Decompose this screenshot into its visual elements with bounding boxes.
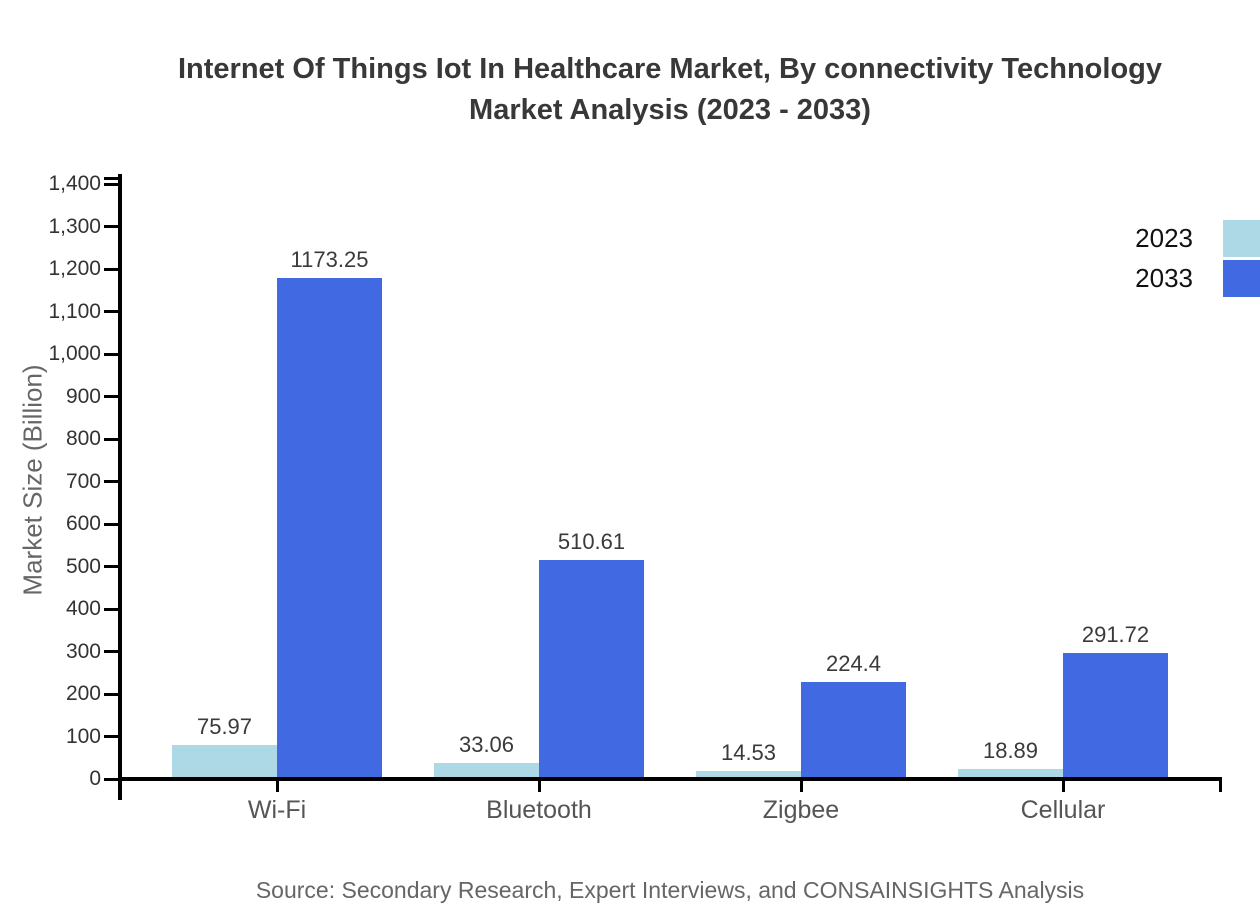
- y-tick-label: 100: [65, 724, 101, 748]
- bar-2033-cellular: [1063, 653, 1168, 777]
- y-tick-mark: [104, 310, 118, 313]
- category-label-cellular: Cellular: [1020, 796, 1106, 824]
- y-tick-mark: [104, 735, 118, 738]
- y-tick-mark: [104, 225, 118, 228]
- y-tick-mark: [104, 480, 118, 483]
- y-tick-mark: [104, 352, 118, 356]
- value-label-2033-bluetooth: 510.61: [557, 528, 626, 554]
- y-tick-mark: [104, 692, 118, 696]
- legend-item-2023: 2023: [1135, 220, 1260, 257]
- chart-title-line1: Internet Of Things Iot In Healthcare Mar…: [177, 53, 1163, 85]
- y-tick-label: 500: [65, 554, 101, 578]
- value-label-2033-zigbee: 224.4: [825, 650, 882, 676]
- value-label-2033-cellular: 291.72: [1081, 622, 1150, 648]
- legend-swatch-2023: [1223, 220, 1260, 257]
- y-tick-mark: [104, 267, 118, 271]
- value-label-2023-cellular: 18.89: [982, 737, 1039, 763]
- y-tick-label: 800: [65, 427, 101, 450]
- y-tick-label: 600: [65, 512, 101, 535]
- x-tick-mark-bluetooth: [537, 781, 541, 792]
- value-label-2023-zigbee: 14.53: [720, 739, 777, 765]
- y-tick-label: 1,300: [48, 214, 101, 238]
- x-axis-spine: [118, 777, 1222, 781]
- bar-2023-wi-fi: [172, 744, 277, 777]
- category-label-bluetooth: Bluetooth: [486, 796, 592, 824]
- source-note: Source: Secondary Research, Expert Inter…: [255, 877, 1085, 903]
- chart-title: Internet Of Things Iot In Healthcare Mar…: [80, 49, 1260, 131]
- legend: 2023 2033: [1135, 220, 1260, 300]
- bar-2023-bluetooth: [434, 762, 539, 777]
- y-tick-label: 200: [65, 682, 101, 705]
- bar-2033-wi-fi: [277, 278, 382, 777]
- y-tick-label: 300: [65, 639, 101, 663]
- bar-2023-zigbee: [696, 770, 801, 777]
- legend-label-2033: 2033: [1135, 263, 1193, 293]
- legend-item-2033: 2033: [1135, 260, 1260, 297]
- y-tick-label: 1,000: [48, 342, 101, 365]
- y-tick-mark: [104, 607, 118, 611]
- legend-label-2023: 2023: [1135, 223, 1193, 253]
- y-tick-label: 0: [89, 767, 101, 790]
- bar-2033-bluetooth: [539, 559, 644, 777]
- legend-swatch-2033: [1223, 260, 1260, 297]
- bar-2023-cellular: [958, 768, 1063, 777]
- y-tick-label: 1,400: [48, 172, 101, 195]
- y-tick-label: 1,100: [48, 299, 101, 323]
- bar-2033-zigbee: [801, 681, 906, 777]
- x-tick-mark-cellular: [1061, 781, 1065, 792]
- y-tick-mark: [104, 777, 118, 781]
- y-tick-mark: [104, 565, 118, 568]
- y-tick-mark: [104, 437, 118, 441]
- y-tick-mark: [104, 522, 118, 526]
- value-label-2023-bluetooth: 33.06: [458, 731, 515, 757]
- category-label-wi-fi: Wi-Fi: [247, 796, 307, 824]
- y-tick-label: 700: [65, 469, 101, 493]
- y-axis-top-cap: [104, 177, 122, 180]
- y-axis-spine: [118, 174, 122, 800]
- value-label-2033-wi-fi: 1173.25: [290, 247, 369, 273]
- x-tick-mark-wi-fi: [275, 781, 279, 792]
- chart-title-line2: Market Analysis (2023 - 2033): [469, 94, 871, 126]
- y-tick-label: 1,200: [48, 257, 101, 280]
- value-label-2023-wi-fi: 75.97: [196, 713, 253, 739]
- y-tick-mark: [104, 650, 118, 653]
- x-axis-end-cap: [1219, 781, 1222, 792]
- x-tick-mark-zigbee: [799, 781, 803, 792]
- y-tick-mark: [104, 395, 118, 398]
- y-tick-mark: [104, 182, 118, 186]
- y-tick-label: 400: [65, 597, 101, 620]
- y-tick-label: 900: [65, 384, 101, 408]
- category-label-zigbee: Zigbee: [762, 796, 840, 824]
